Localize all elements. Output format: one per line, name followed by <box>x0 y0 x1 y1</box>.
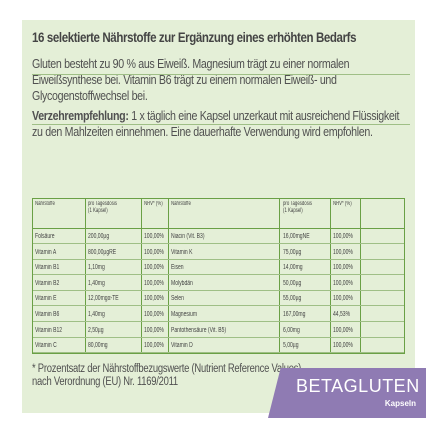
info-panel: 16 selektierte Nährstoffe zur Ergänzung … <box>22 20 415 413</box>
table-cell-r-name: Vitamin K <box>171 248 193 256</box>
table-cell-l-amount: 1,40mg <box>88 311 105 318</box>
table-cell-l-name: Vitamin B12 <box>35 326 63 334</box>
footnote: * Prozentsatz der Nährstoffbezugswerte (… <box>32 363 302 388</box>
table-cell-l-name: Vitamin B2 <box>35 279 60 287</box>
table-cell-r-nrv: 44,53% <box>333 311 351 318</box>
column-divider <box>141 199 142 353</box>
table-cell-l-name: Vitamin C <box>35 342 57 350</box>
table-cell-r-name: Pantothensäure (Vit. B5) <box>171 326 227 334</box>
column-divider <box>360 199 361 353</box>
header-dose-right: pro Tagesdosis (1 Kapsel) <box>283 201 312 214</box>
table-cell-l-name: Vitamin A <box>35 248 57 256</box>
table-cell-l-nrv: 100,00% <box>144 295 164 303</box>
nutrition-table-header: Nährstoffe pro Tagesdosis (1 Kapsel) NRV… <box>33 199 404 229</box>
table-cell-r-nrv: 100,00% <box>333 295 353 303</box>
recommendation-label: Verzehrempfehlung: <box>32 108 129 123</box>
column-divider <box>330 199 331 353</box>
table-cell-r-amount: 75,00µg <box>283 248 302 256</box>
table-cell-l-name: Vitamin B6 <box>35 311 60 318</box>
table-cell-r-name: Selen <box>171 295 184 303</box>
table-cell-r-name: Molybdän <box>171 279 193 287</box>
header-nrv-left: NRV* (%) <box>144 201 163 207</box>
table-row: Vitamin B2 1,40mg 100,00% Molybdän 50,00µg 10… <box>33 276 404 291</box>
table-row: Vitamin E 12,00mgα-TE 100,00% Selen 55,00µg 1… <box>33 291 404 307</box>
table-cell-r-nrv: 100,00% <box>333 233 353 240</box>
panel-content: 16 selektierte Nährstoffe zur Ergänzung … <box>32 30 410 140</box>
table-cell-r-amount: 55,00µg <box>283 295 302 303</box>
table-cell-l-name: Vitamin B1 <box>35 264 60 272</box>
table-cell-r-amount: 14,00mg <box>283 264 303 272</box>
table-cell-l-amount: 2,50µg <box>88 326 104 334</box>
table-cell-l-amount: 1,10mg <box>88 264 105 272</box>
column-divider <box>168 199 169 353</box>
table-cell-l-name: Folsäure <box>35 233 55 240</box>
table-cell-r-nrv: 100,00% <box>333 279 353 287</box>
table-cell-r-nrv: 100,00% <box>333 264 353 272</box>
table-cell-r-amount: 50,00µg <box>283 279 302 287</box>
table-cell-r-nrv: 100,00% <box>333 342 353 350</box>
table-cell-r-name: Vitamin D <box>171 342 193 350</box>
table-cell-l-nrv: 100,00% <box>144 311 164 318</box>
table-cell-l-nrv: 100,00% <box>144 248 164 256</box>
table-cell-r-name: Magnesium <box>171 311 198 318</box>
table-cell-l-nrv: 100,00% <box>144 264 164 272</box>
table-cell-l-amount: 200,00µg <box>88 233 110 240</box>
table-cell-l-amount: 800,00µgRE <box>88 248 117 256</box>
nutrition-table: Nährstoffe pro Tagesdosis (1 Kapsel) NRV… <box>32 198 405 354</box>
product-badge: BETAGLUTEN Kapseln <box>268 368 426 418</box>
table-row: Vitamin B6 1,40mg 100,00% Magnesium 167,00mg… <box>33 307 404 322</box>
table-cell-l-nrv: 100,00% <box>144 279 164 287</box>
header-dose-left: pro Tagesdosis (1 Kapsel) <box>88 201 117 214</box>
divider-middle <box>32 124 410 125</box>
table-cell-l-nrv: 100,00% <box>144 233 164 240</box>
table-cell-r-amount: 6,00mg <box>283 326 300 334</box>
table-row: Folsäure 200,00µg 100,00% Niacin (Vit. B3) 1… <box>33 229 404 244</box>
column-divider <box>279 199 280 353</box>
table-cell-l-amount: 1,40mg <box>88 279 105 287</box>
table-cell-r-name: Niacin (Vit. B3) <box>171 233 205 240</box>
badge-title: BETAGLUTEN <box>296 376 420 396</box>
description-paragraph: Gluten besteht zu 90 % aus Eiweiß. Magne… <box>32 56 350 103</box>
table-cell-l-name: Vitamin E <box>35 295 57 303</box>
table-cell-l-amount: 12,00mgα-TE <box>88 295 119 303</box>
table-cell-r-amount: 167,00mg <box>283 311 306 318</box>
table-cell-l-nrv: 100,00% <box>144 342 164 350</box>
recommendation-text: 1 x täglich eine Kapsel unzerkaut mit au… <box>32 108 400 139</box>
recommendation-paragraph: Verzehrempfehlung: 1 x täglich eine Kaps… <box>32 108 409 140</box>
table-cell-r-nrv: 100,00% <box>333 326 353 334</box>
table-cell-r-nrv: 100,00% <box>333 248 353 256</box>
table-row: Vitamin B1 1,10mg 100,00% Eisen 14,00mg 100,0… <box>33 260 404 276</box>
badge-subtitle: Kapseln <box>384 399 416 408</box>
table-cell-r-amount: 5,00µg <box>283 342 299 350</box>
panel-title: 16 selektierte Nährstoffe zur Ergänzung … <box>32 30 357 45</box>
table-cell-r-amount: 16,00mgNE <box>283 233 310 240</box>
header-nutrients-left: Nährstoffe <box>35 201 55 207</box>
divider-top <box>32 74 410 75</box>
table-cell-l-amount: 80,00mg <box>88 342 108 350</box>
table-cell-l-nrv: 100,00% <box>144 326 164 334</box>
column-divider <box>85 199 86 353</box>
table-row: Vitamin B12 2,50µg 100,00% Pantothensäure (… <box>33 323 404 338</box>
header-nrv-right: NRV* (%) <box>333 201 352 207</box>
header-nutrients-right: Nährstoffe <box>171 201 191 207</box>
table-row: Vitamin C 80,00mg 100,00% Vitamin D 5,00µg 10… <box>33 338 404 354</box>
table-cell-r-name: Eisen <box>171 264 184 272</box>
table-row: Vitamin A 800,00µgRE 100,00% Vitamin K 75,00… <box>33 245 404 260</box>
